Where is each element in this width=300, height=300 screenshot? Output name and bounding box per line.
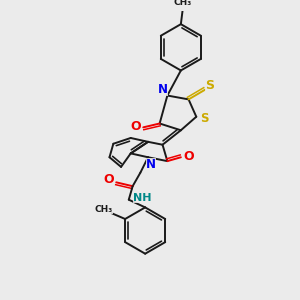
- Text: N: N: [146, 158, 156, 172]
- Text: O: O: [130, 120, 141, 133]
- Text: S: S: [205, 80, 214, 92]
- Text: N: N: [158, 83, 167, 96]
- Text: S: S: [200, 112, 208, 125]
- Text: O: O: [103, 173, 114, 186]
- Text: CH₃: CH₃: [95, 205, 113, 214]
- Text: CH₃: CH₃: [174, 0, 192, 8]
- Text: O: O: [183, 150, 194, 163]
- Text: NH: NH: [133, 193, 152, 203]
